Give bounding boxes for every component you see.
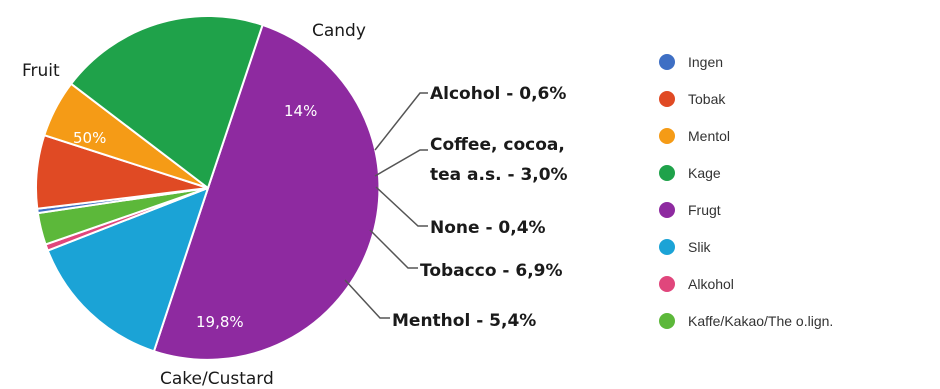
label-coffee-line2: tea a.s. - 3,0% bbox=[430, 165, 568, 185]
pie-slice-candy bbox=[46, 186, 210, 353]
legend: Ingen Tobak Mentol Kage Frugt Slik Alkoh… bbox=[659, 54, 833, 329]
legend-label-slik: Slik bbox=[688, 239, 712, 255]
legend-label-kage: Kage bbox=[688, 165, 721, 181]
pie-slice-fruit bbox=[152, 23, 381, 361]
label-cake: Cake/Custard bbox=[160, 369, 274, 389]
legend-marker-ingen bbox=[659, 54, 675, 70]
leader-line-menthol bbox=[344, 279, 390, 319]
pie-slices bbox=[34, 15, 381, 361]
legend-label-mentol: Mentol bbox=[688, 128, 730, 144]
pie-slice-cake bbox=[69, 15, 264, 190]
leader-lines bbox=[344, 92, 428, 319]
label-candy: Candy bbox=[312, 21, 366, 41]
leader-line-coffee bbox=[374, 149, 428, 177]
label-alcohol: Alcohol - 0,6% bbox=[430, 84, 566, 104]
label-tobacco: Tobacco - 6,9% bbox=[420, 261, 563, 281]
label-fruit: Fruit bbox=[22, 61, 60, 81]
pct-label-cake: 19,8% bbox=[196, 313, 244, 331]
legend-label-frugt: Frugt bbox=[688, 202, 721, 218]
legend-marker-alkohol bbox=[659, 276, 675, 292]
legend-label-kaffe: Kaffe/Kakao/The o.lign. bbox=[688, 313, 833, 329]
leader-line-alcohol bbox=[374, 92, 428, 151]
leader-line-tobacco bbox=[369, 229, 418, 269]
label-menthol: Menthol - 5,4% bbox=[392, 311, 536, 331]
legend-label-ingen: Ingen bbox=[688, 54, 723, 70]
legend-marker-kaffe bbox=[659, 313, 675, 329]
pct-label-candy: 14% bbox=[284, 102, 317, 120]
legend-marker-slik bbox=[659, 239, 675, 255]
pct-label-fruit: 50% bbox=[73, 129, 106, 147]
legend-label-alkohol: Alkohol bbox=[688, 276, 734, 292]
legend-marker-tobak bbox=[659, 91, 675, 107]
legend-label-tobak: Tobak bbox=[688, 91, 726, 107]
legend-marker-kage bbox=[659, 165, 675, 181]
label-coffee-line1: Coffee, cocoa, bbox=[430, 135, 565, 155]
leader-line-none bbox=[375, 186, 428, 227]
legend-marker-frugt bbox=[659, 202, 675, 218]
legend-marker-mentol bbox=[659, 128, 675, 144]
label-none: None - 0,4% bbox=[430, 218, 546, 238]
